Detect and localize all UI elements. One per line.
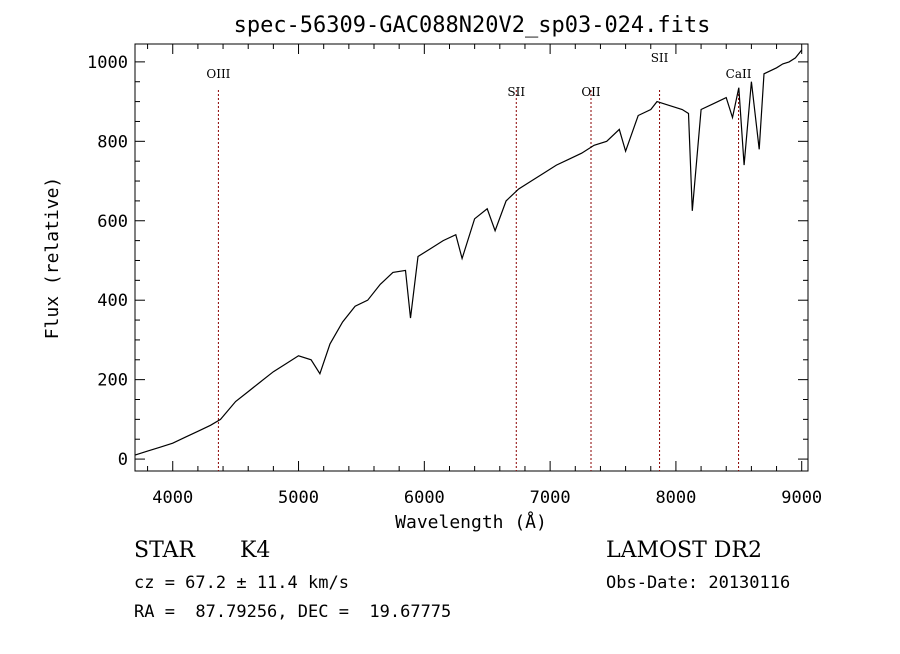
- x-tick-label: 8000: [655, 488, 696, 508]
- y-tick-label: 400: [97, 291, 128, 311]
- object-class: STAR: [134, 538, 195, 563]
- axis-ticks: 4000 5000 6000 7000 8000 9000 0 200 400 600 800 100…: [87, 44, 822, 508]
- y-tick-label: 800: [97, 132, 128, 152]
- line-marker-label: OIII: [206, 67, 230, 81]
- coordinates-readout: RA = 87.79256, DEC = 19.67775: [134, 602, 452, 622]
- x-tick-label: 5000: [278, 488, 319, 508]
- y-tick-label: 600: [97, 212, 128, 232]
- x-tick-label: 4000: [152, 488, 193, 508]
- plot-frame: [134, 43, 809, 472]
- line-marker-label: SII: [651, 51, 669, 65]
- x-tick-label: 6000: [404, 488, 445, 508]
- y-tick-label: 200: [97, 371, 128, 391]
- x-axis-label: Wavelength (Å): [395, 511, 547, 533]
- velocity-readout: cz = 67.2 ± 11.4 km/s: [134, 573, 349, 593]
- object-subclass: K4: [240, 538, 271, 563]
- spectrum-line: [134, 49, 803, 456]
- survey-name: LAMOST DR2: [606, 538, 762, 563]
- y-tick-label: 0: [118, 450, 128, 470]
- x-tick-label: 9000: [781, 488, 822, 508]
- y-axis-label: Flux (relative): [42, 177, 63, 340]
- chart-title: spec-56309-GAC088N20V2_sp03-024.fits: [234, 13, 711, 38]
- observation-date: Obs-Date: 20130116: [606, 573, 791, 593]
- x-tick-label: 7000: [530, 488, 571, 508]
- line-marker-label: SII: [507, 85, 525, 99]
- line-marker-label: CaII: [726, 67, 752, 81]
- line-markers: OIII SII OII SII CaII: [206, 51, 752, 471]
- y-tick-label: 1000: [87, 53, 128, 73]
- line-marker-label: OII: [581, 85, 601, 99]
